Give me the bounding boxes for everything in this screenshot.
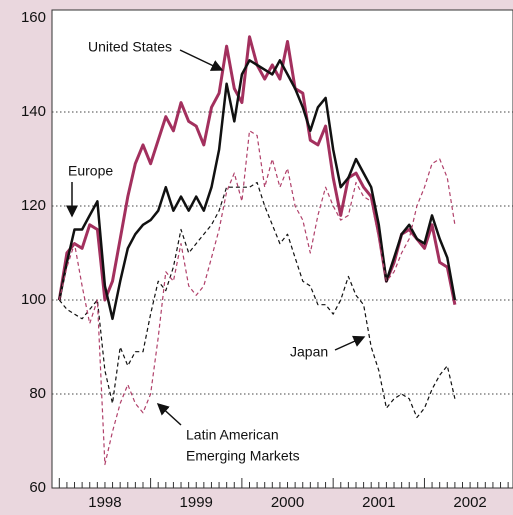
series-line <box>58 181 456 419</box>
x-tick-label: 1998 <box>88 494 121 511</box>
annotation: Emerging Markets <box>186 448 300 464</box>
x-tick-label: 2000 <box>271 494 304 511</box>
x-tick-label: 2001 <box>362 494 395 511</box>
annotation: Japan <box>290 344 328 360</box>
x-tick-label: 2002 <box>453 494 486 511</box>
annotation: Latin American <box>186 427 279 443</box>
y-tick-label: 160 <box>21 9 46 26</box>
y-tick-label: 120 <box>21 197 46 214</box>
series-line <box>58 130 456 466</box>
y-tick-label: 100 <box>21 291 46 308</box>
arrow <box>179 49 224 71</box>
annotation: United States <box>88 39 172 55</box>
arrow <box>334 335 366 351</box>
y-tick-label: 60 <box>29 479 46 496</box>
series-line <box>58 59 457 321</box>
y-tick-label: 140 <box>21 103 46 120</box>
arrow <box>156 402 182 426</box>
annotation: Europe <box>68 163 113 179</box>
x-tick-label: 1999 <box>180 494 213 511</box>
y-tick-label: 80 <box>29 385 46 402</box>
